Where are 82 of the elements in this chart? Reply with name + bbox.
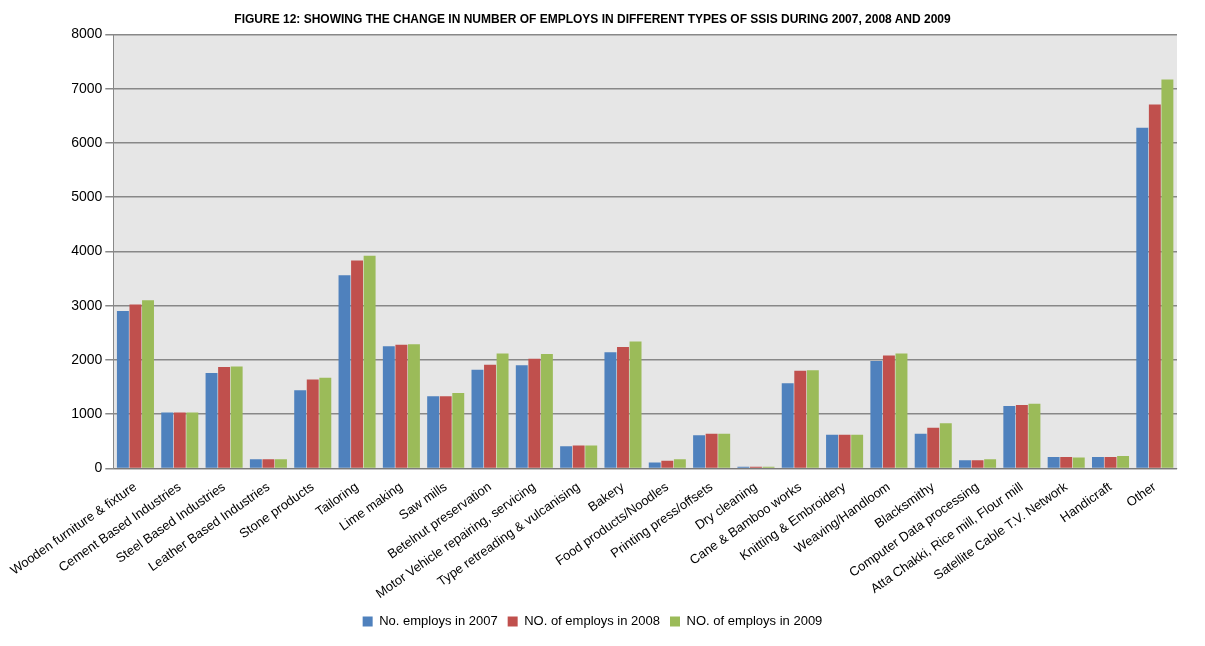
bar [705, 433, 718, 468]
y-tick-label: 7000 [71, 79, 103, 96]
bar [1060, 457, 1073, 468]
bar [585, 445, 598, 468]
y-tick-label: 6000 [71, 133, 103, 150]
bar [205, 372, 218, 468]
y-tick-label: 2000 [71, 350, 103, 367]
bar [496, 353, 509, 468]
bar [1003, 406, 1016, 468]
bar [407, 344, 420, 468]
bar [306, 379, 319, 468]
bar [363, 255, 376, 468]
bar [230, 366, 243, 468]
bar [439, 396, 452, 468]
bar [629, 341, 642, 468]
bar [186, 412, 199, 468]
bar [882, 355, 895, 468]
bar [971, 460, 984, 468]
bar [838, 434, 851, 468]
bar [1117, 455, 1130, 468]
bar [382, 346, 395, 468]
bar [1015, 404, 1028, 468]
bar [338, 275, 351, 468]
bar [515, 365, 528, 468]
bar [1148, 104, 1161, 468]
bar [984, 459, 997, 468]
bar [471, 369, 484, 468]
bar [693, 435, 706, 468]
bar [870, 360, 883, 468]
bar [427, 396, 440, 468]
bar [1092, 457, 1104, 468]
legend-label: No. employs in 2007 [379, 613, 498, 629]
bar [528, 358, 541, 468]
bar [262, 459, 275, 468]
bar [218, 366, 231, 468]
legend-label: NO. of employs in 2009 [686, 613, 823, 629]
bar [249, 459, 262, 468]
bar [294, 390, 307, 468]
bar [1028, 403, 1041, 468]
bar [1047, 457, 1060, 468]
bar [142, 300, 154, 468]
bar [560, 446, 573, 468]
chart-title: FIGURE 12: SHOWING THE CHANGE IN NUMBER OF EMPLOYS IN DIFFERENT TYPES OF SSIS DURING 2007, 2008 AND 2009 [234, 11, 951, 26]
bar [1161, 79, 1174, 468]
bar [648, 462, 661, 468]
bar [1072, 457, 1085, 468]
y-tick-label: 4000 [71, 242, 103, 259]
bar [540, 353, 553, 468]
y-tick-label: 3000 [71, 296, 103, 313]
bar [116, 311, 129, 468]
bar [851, 434, 864, 468]
bar [351, 260, 364, 468]
bar [939, 423, 952, 468]
bar [1104, 457, 1117, 468]
bar [826, 434, 838, 468]
bar [661, 460, 674, 468]
bar [617, 346, 629, 468]
y-tick-label: 1000 [71, 405, 103, 421]
bar [161, 412, 174, 468]
legend-label: NO. of employs in 2008 [524, 613, 661, 629]
bar [129, 304, 142, 468]
bar [395, 344, 408, 468]
bar [319, 377, 332, 468]
bar [572, 445, 585, 468]
bar [718, 433, 731, 468]
bar [173, 412, 186, 468]
bar [673, 459, 686, 468]
bar [927, 427, 940, 468]
bar [806, 370, 819, 468]
bar [781, 383, 794, 468]
y-tick-label: 8000 [71, 25, 103, 42]
bar [794, 370, 807, 468]
bar [1136, 127, 1149, 468]
bar [275, 459, 287, 468]
bar [604, 352, 617, 468]
y-tick-label: 0 [94, 459, 103, 476]
y-tick-label: 5000 [71, 188, 103, 205]
bar [914, 433, 927, 468]
bar [484, 364, 496, 468]
bar [895, 353, 908, 468]
bar [452, 392, 465, 468]
bar [959, 460, 971, 468]
